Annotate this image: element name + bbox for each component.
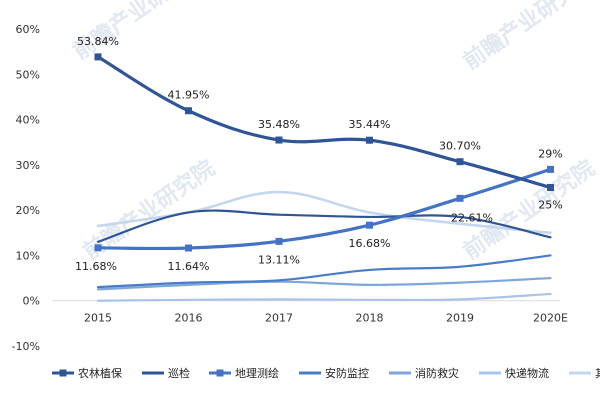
series-line <box>96 254 552 289</box>
data-point <box>185 244 192 252</box>
x-tick-label: 2019 <box>446 312 474 325</box>
data-label: 25% <box>538 199 562 212</box>
data-point <box>366 136 373 144</box>
legend: 农林植保 巡检 地理测绘 安防监控 消防救灾 快递物流 其他 <box>52 366 600 380</box>
y-axis: -10% 0% 10% 20% 30% 40% 50% 60% <box>12 23 40 353</box>
series-line <box>96 292 552 302</box>
data-point <box>366 221 373 229</box>
x-tick-label: 2016 <box>175 312 203 325</box>
legend-label: 消防救灾 <box>415 366 459 380</box>
legend-label: 巡检 <box>168 366 190 380</box>
data-point <box>456 158 464 166</box>
series-line <box>96 167 553 251</box>
y-tick-label: 20% <box>16 204 40 217</box>
data-label: 35.44% <box>349 118 391 131</box>
y-tick-label: 10% <box>16 249 40 262</box>
data-label: 53.84% <box>77 35 119 48</box>
data-label: 11.64% <box>168 260 210 273</box>
data-point <box>547 184 554 191</box>
series-layer <box>94 53 554 302</box>
x-tick-label: 2020E <box>533 312 568 325</box>
watermark-text: 前瞻产业研究院 <box>459 155 600 265</box>
data-label: 41.95% <box>168 89 210 102</box>
data-label: 35.48% <box>258 118 300 131</box>
legend-label: 农林植保 <box>78 366 122 380</box>
data-label: 16.68% <box>349 237 391 250</box>
y-tick-label: -10% <box>12 340 40 353</box>
data-point <box>547 165 554 173</box>
data-label: 29% <box>538 147 562 160</box>
legend-label: 安防监控 <box>325 366 369 380</box>
x-tick-label: 2017 <box>265 312 293 325</box>
series-line <box>96 209 552 243</box>
legend-item: 快递物流 <box>479 366 549 380</box>
series-line <box>96 276 552 291</box>
watermark-text: 前瞻产业研究院 <box>69 0 210 65</box>
data-label: 11.68% <box>75 260 117 273</box>
data-point <box>275 237 283 245</box>
series-line <box>96 55 553 190</box>
legend-swatch-marker <box>59 369 67 377</box>
data-point <box>185 107 192 115</box>
x-tick-label: 2018 <box>356 312 384 325</box>
legend-swatch-marker <box>216 369 224 377</box>
y-tick-label: 0% <box>23 295 40 308</box>
legend-label: 地理测绘 <box>235 366 279 380</box>
legend-item: 地理测绘 <box>209 366 279 380</box>
data-label: 22.61% <box>451 211 493 224</box>
data-point <box>456 194 464 202</box>
legend-item: 农林植保 <box>52 366 122 380</box>
y-tick-label: 40% <box>16 114 40 127</box>
data-label: 30.70% <box>439 140 481 153</box>
data-label: 13.11% <box>258 253 300 266</box>
data-point <box>275 136 283 144</box>
y-tick-label: 60% <box>16 23 40 36</box>
y-tick-label: 50% <box>16 68 40 81</box>
data-point <box>94 244 102 252</box>
x-tick-label: 2015 <box>84 312 112 325</box>
y-tick-label: 30% <box>16 159 40 172</box>
data-point <box>94 53 102 61</box>
legend-item: 巡检 <box>142 366 190 380</box>
legend-label: 其他 <box>595 367 600 380</box>
legend-item: 其他 <box>569 367 600 380</box>
legend-label: 快递物流 <box>505 366 549 380</box>
watermark-text: 前瞻产业研究院 <box>459 0 600 75</box>
legend-item: 消防救灾 <box>389 366 459 380</box>
legend-item: 安防监控 <box>299 366 369 380</box>
x-axis: 2015 2016 2017 2018 2019 2020E <box>52 300 568 325</box>
data-labels-layer: 53.84% 41.95% 35.48% 35.44% 30.70% 25% 11.68% 1… <box>75 35 563 273</box>
